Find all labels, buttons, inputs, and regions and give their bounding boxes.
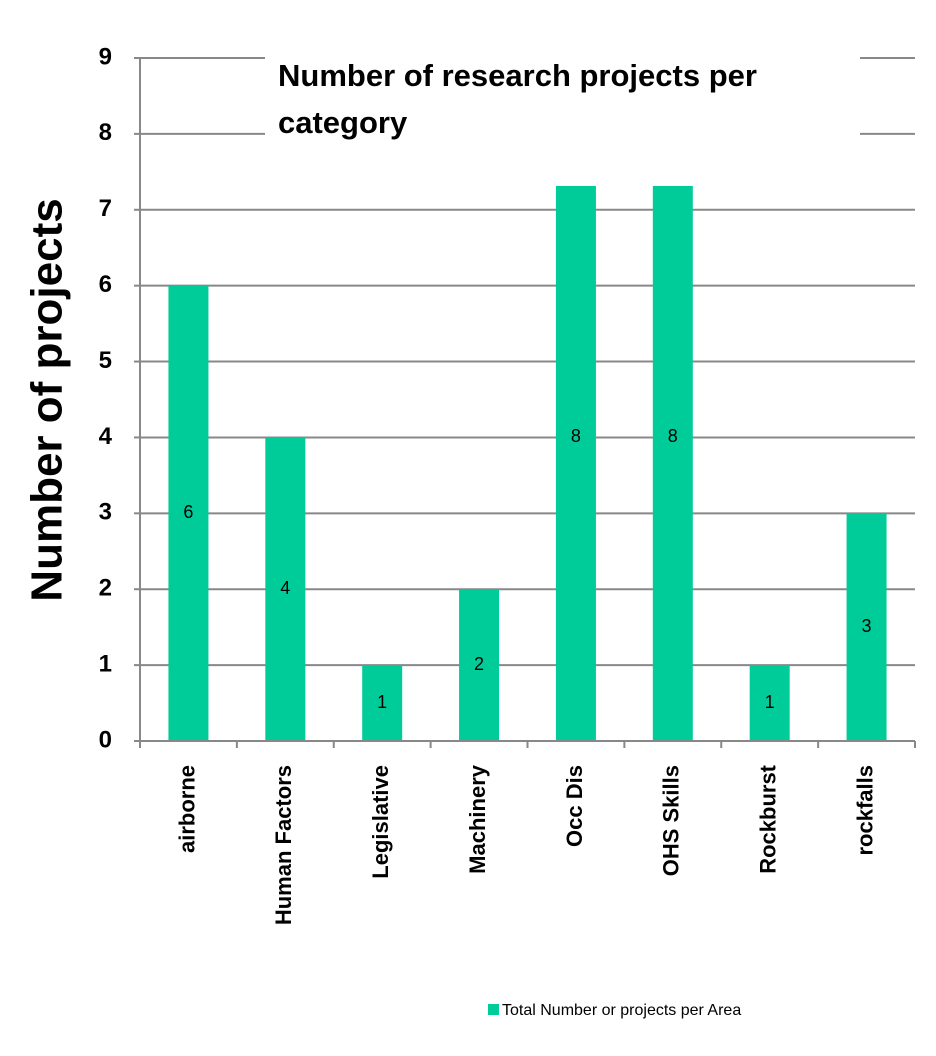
x-tick-label: airborne <box>174 765 199 853</box>
x-tick-label: Machinery <box>465 764 490 874</box>
bars: 6 4 1 2 8 8 1 3 <box>168 133 887 741</box>
data-label: 1 <box>765 692 775 712</box>
y-tick-label: 4 <box>99 423 113 450</box>
y-tick-label: 2 <box>99 575 112 602</box>
legend-swatch <box>488 1004 499 1015</box>
y-axis-title: Number of projects <box>23 198 72 601</box>
y-tick-label: 6 <box>99 271 112 298</box>
y-tick-label: 8 <box>99 119 112 146</box>
title-background <box>265 52 860 186</box>
bar <box>555 133 596 741</box>
y-tick-label: 3 <box>99 499 112 526</box>
title-container: Number of research projects per category <box>278 58 757 140</box>
bar <box>362 665 403 741</box>
y-tick-label: 0 <box>99 726 112 753</box>
x-tick-label: Legislative <box>368 765 393 879</box>
y-tick-label: 9 <box>99 43 112 70</box>
data-label: 3 <box>862 616 872 636</box>
bar <box>652 133 693 741</box>
x-tick-label: rockfalls <box>852 765 877 856</box>
y-tick-label: 7 <box>99 195 112 222</box>
data-label: 2 <box>474 654 484 674</box>
x-tick-label: Rockburst <box>756 764 781 873</box>
bar <box>846 513 887 741</box>
data-label: 8 <box>668 426 678 446</box>
bar <box>168 285 209 741</box>
data-label: 8 <box>571 426 581 446</box>
bar <box>459 589 500 741</box>
bar <box>265 437 306 741</box>
y-tick-label: 1 <box>99 650 112 677</box>
y-tick-label: 5 <box>99 347 112 374</box>
legend-label: Total Number or projects per Area <box>502 1002 741 1019</box>
data-label: 4 <box>280 578 290 598</box>
x-tick-label: Occ Dis <box>562 765 587 847</box>
bar <box>749 665 790 741</box>
x-tick-label: OHS Skills <box>659 765 684 876</box>
data-label: 1 <box>377 692 387 712</box>
data-label: 6 <box>183 502 193 522</box>
x-tick-label: Human Factors <box>271 765 296 925</box>
chart-title: Number of research projects per category <box>278 58 757 140</box>
axes: 0 1 2 3 4 5 6 7 8 9 airborne Human Factors Legislati… <box>99 43 916 1019</box>
